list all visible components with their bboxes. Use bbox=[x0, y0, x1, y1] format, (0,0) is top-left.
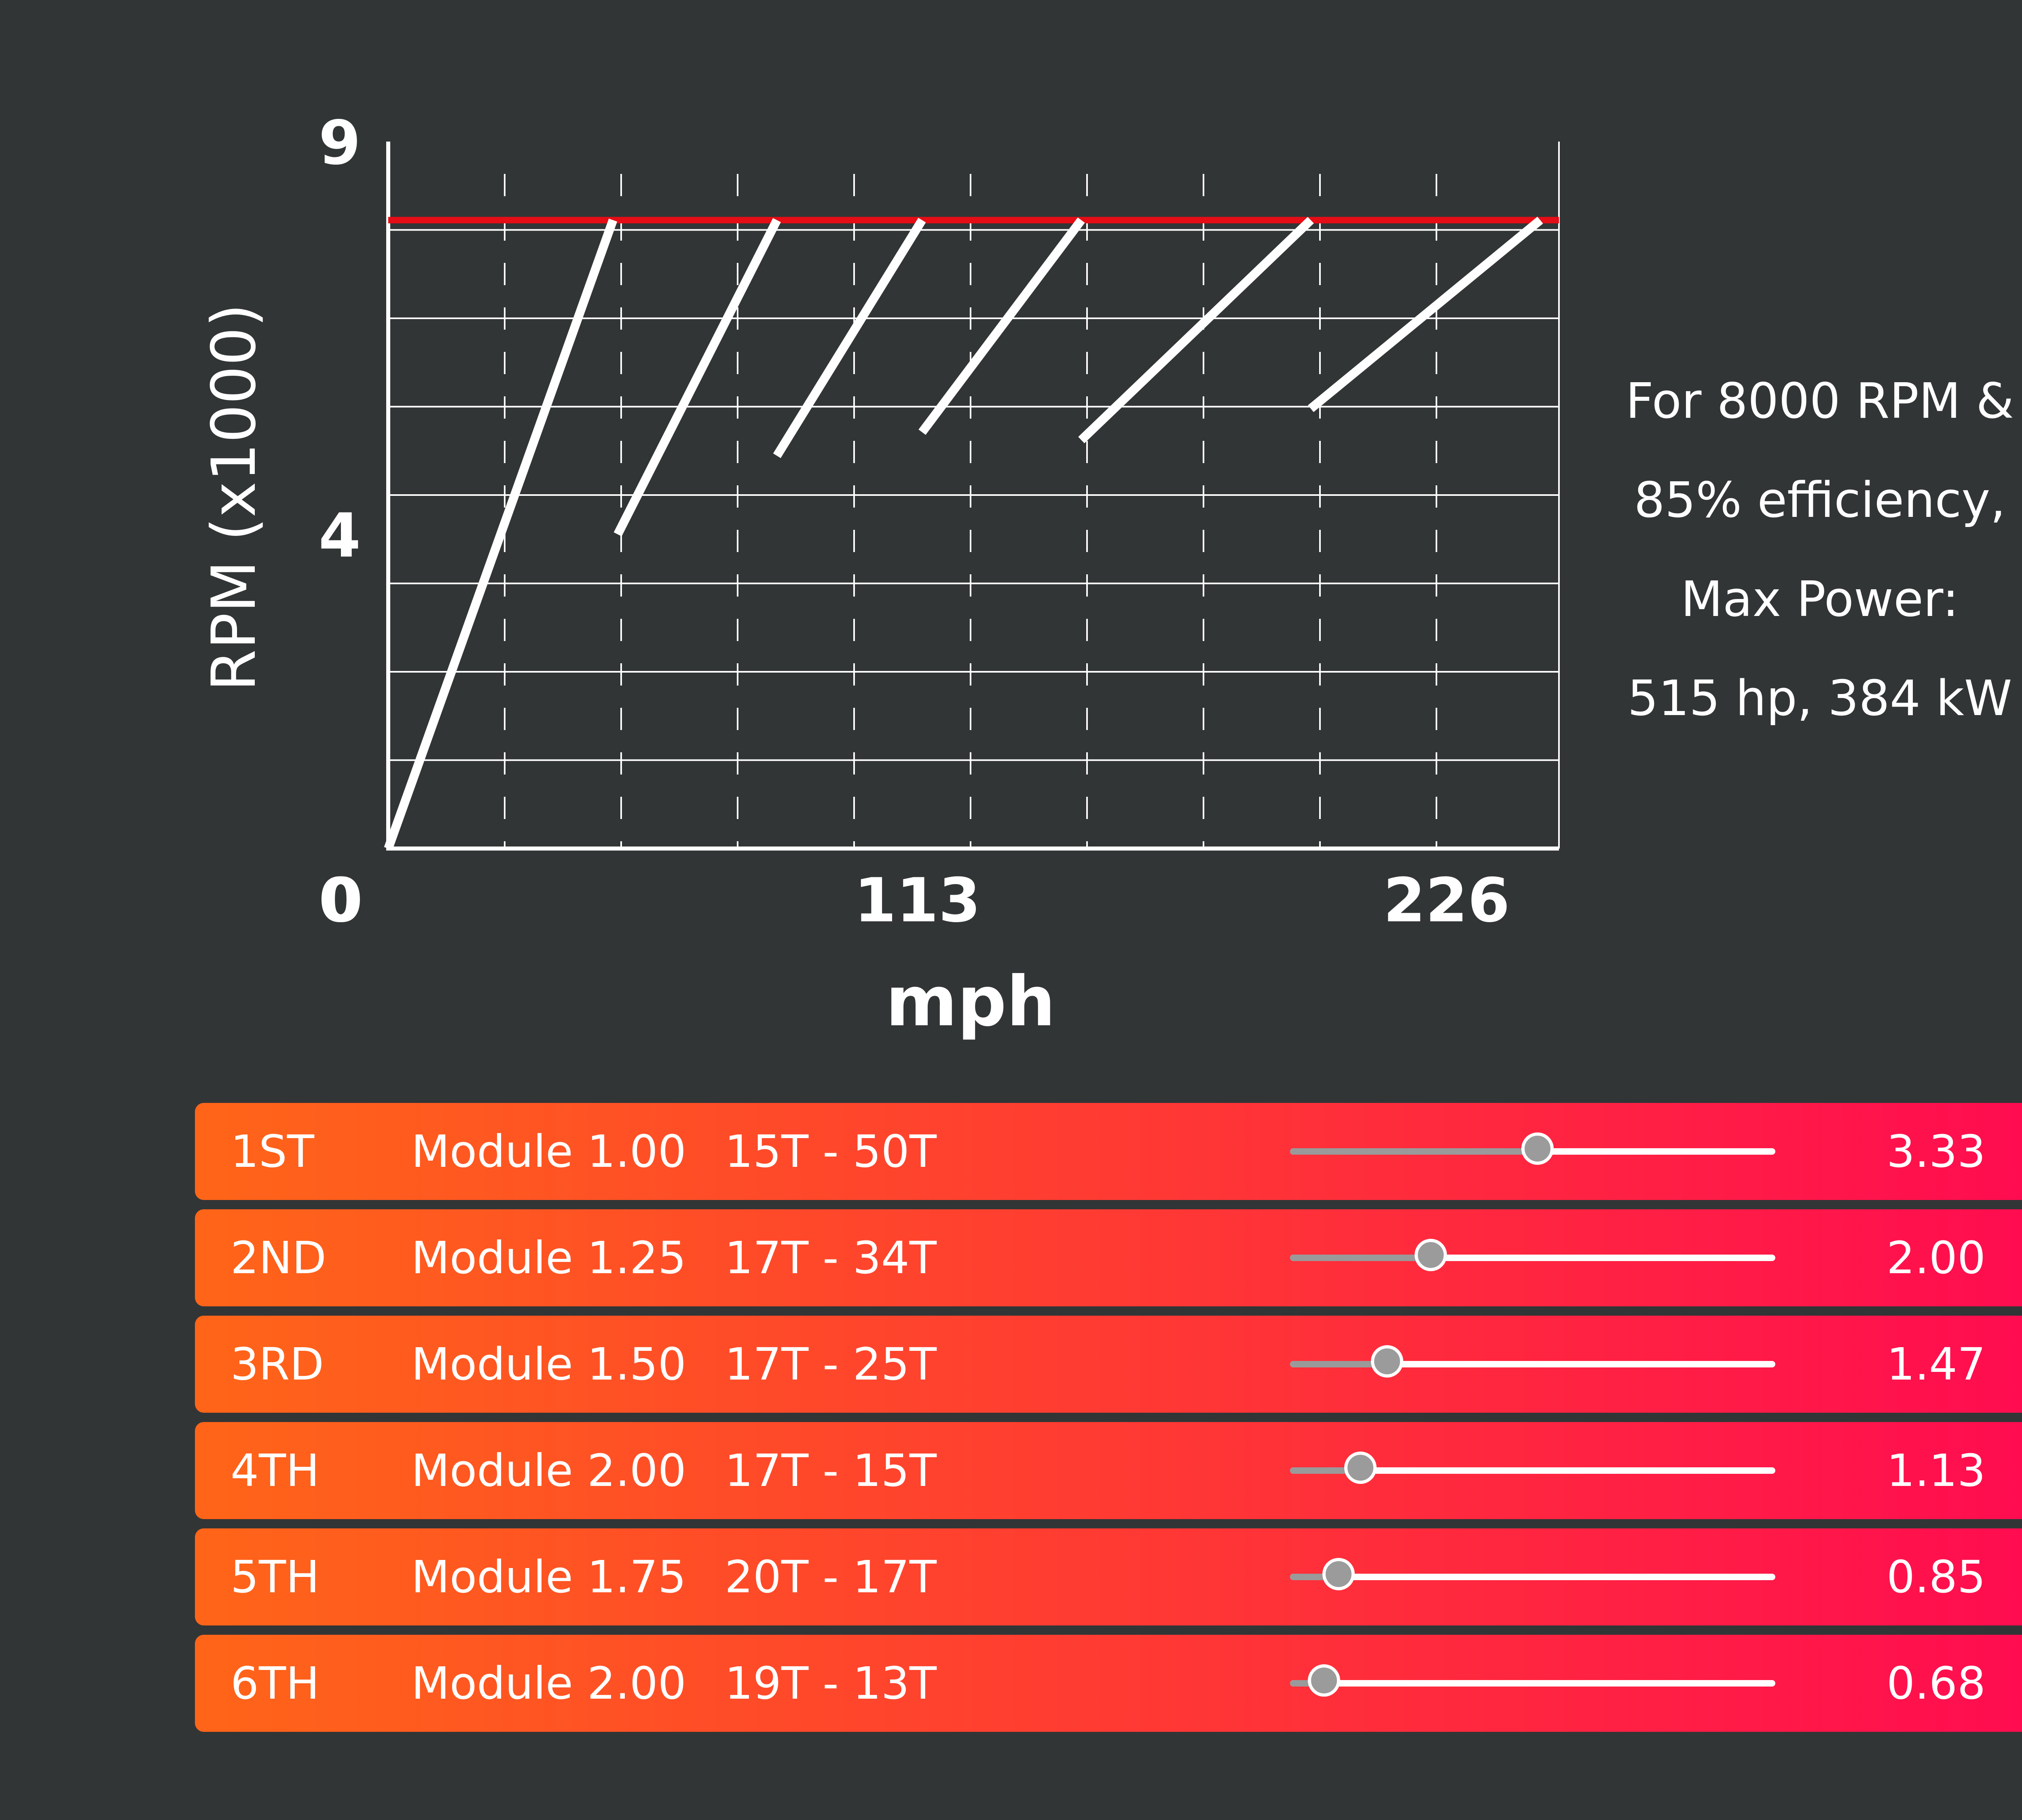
slider-fill bbox=[1290, 1255, 1431, 1261]
gear-name: 2ND bbox=[231, 1232, 326, 1284]
gear-name: 4TH bbox=[231, 1445, 319, 1496]
gear-line-4 bbox=[918, 217, 1085, 435]
gear-ratio-slider[interactable] bbox=[1290, 1345, 1775, 1378]
gear-ratio-slider[interactable] bbox=[1290, 1558, 1775, 1590]
y-axis-title: RPM (x1000) bbox=[199, 303, 269, 691]
gear-row-1st: 1ST Module 1.00 15T - 50T 3.33 bbox=[195, 1103, 2022, 1200]
gear-ratio-value: 1.13 bbox=[1887, 1445, 1986, 1496]
info-line-4: 515 hp, 384 kW bbox=[1627, 671, 2012, 727]
slider-thumb[interactable] bbox=[1521, 1132, 1554, 1165]
gear-ratio-value: 1.47 bbox=[1887, 1338, 1986, 1390]
slider-thumb[interactable] bbox=[1371, 1345, 1403, 1378]
gear-line-2 bbox=[613, 218, 781, 537]
slider-thumb[interactable] bbox=[1308, 1664, 1340, 1697]
info-line-3: Max Power: bbox=[1681, 571, 1959, 628]
gear-teeth: 17T - 15T bbox=[725, 1445, 937, 1496]
slider-track[interactable] bbox=[1290, 1574, 1775, 1580]
gear-ratio-slider[interactable] bbox=[1290, 1132, 1775, 1165]
gear-teeth: 17T - 25T bbox=[725, 1338, 937, 1390]
gear-line-3 bbox=[773, 218, 926, 458]
gear-line-6 bbox=[1308, 216, 1543, 412]
gear-name: 5TH bbox=[231, 1551, 319, 1603]
gear-teeth: 19T - 13T bbox=[725, 1657, 937, 1709]
gear-ratio-slider[interactable] bbox=[1290, 1664, 1775, 1697]
gear-teeth: 17T - 34T bbox=[725, 1232, 937, 1284]
gear-module: Module 1.50 bbox=[411, 1338, 686, 1390]
power-info: For 8000 RPM & 85% efficiency, Max Power… bbox=[1577, 352, 2022, 748]
info-line-2: 85% efficiency, bbox=[1634, 472, 2006, 529]
gear-module: Module 2.00 bbox=[411, 1445, 686, 1496]
gear-teeth: 15T - 50T bbox=[725, 1126, 937, 1177]
gear-ratio-slider[interactable] bbox=[1290, 1239, 1775, 1271]
x-axis-title: mph bbox=[886, 962, 1055, 1042]
gear-module: Module 1.00 bbox=[411, 1126, 686, 1177]
slider-track[interactable] bbox=[1290, 1680, 1775, 1687]
gear-row-6th: 6TH Module 2.00 19T - 13T 0.68 bbox=[195, 1635, 2022, 1732]
gear-line-1 bbox=[384, 218, 618, 850]
gear-ratio-slider[interactable] bbox=[1290, 1452, 1775, 1484]
gear-name: 3RD bbox=[231, 1338, 324, 1390]
gear-name: 6TH bbox=[231, 1657, 319, 1709]
info-line-1: For 8000 RPM & bbox=[1625, 373, 2014, 430]
slider-track[interactable] bbox=[1290, 1361, 1775, 1367]
y-tick-label: 9 bbox=[319, 108, 361, 178]
gear-row-3rd: 3RD Module 1.50 17T - 25T 1.47 bbox=[195, 1316, 2022, 1413]
gear-module: Module 1.25 bbox=[411, 1232, 686, 1284]
y-tick-label: 4 bbox=[319, 501, 361, 571]
x-tick-label: 226 bbox=[1383, 866, 1510, 936]
x-tick-label: 113 bbox=[854, 866, 981, 936]
gear-module: Module 2.00 bbox=[411, 1657, 686, 1709]
gear-list: 1ST Module 1.00 15T - 50T 3.33 2ND Modul… bbox=[195, 1103, 2022, 1741]
slider-thumb[interactable] bbox=[1322, 1558, 1355, 1590]
gear-module: Module 1.75 bbox=[411, 1551, 686, 1603]
slider-thumb[interactable] bbox=[1415, 1239, 1447, 1271]
gear-ratio-value: 0.68 bbox=[1887, 1657, 1986, 1709]
gear-name: 1ST bbox=[231, 1126, 315, 1177]
gear-row-5th: 5TH Module 1.75 20T - 17T 0.85 bbox=[195, 1528, 2022, 1625]
gear-row-2nd: 2ND Module 1.25 17T - 34T 2.00 bbox=[195, 1209, 2022, 1306]
gear-ratio-value: 3.33 bbox=[1887, 1126, 1986, 1177]
gear-ratio-value: 0.85 bbox=[1887, 1551, 1986, 1603]
slider-fill bbox=[1290, 1148, 1538, 1155]
gear-teeth: 20T - 17T bbox=[725, 1551, 937, 1603]
slider-track[interactable] bbox=[1290, 1467, 1775, 1474]
gear-ratio-value: 2.00 bbox=[1887, 1232, 1986, 1284]
slider-fill bbox=[1290, 1361, 1387, 1367]
x-tick-label: 0 bbox=[321, 866, 363, 936]
slider-fill bbox=[1290, 1467, 1360, 1474]
y-tick-label: 0 bbox=[319, 866, 361, 936]
slider-thumb[interactable] bbox=[1344, 1452, 1377, 1484]
gear-line-5 bbox=[1078, 217, 1314, 443]
gear-row-4th: 4TH Module 2.00 17T - 15T 1.13 bbox=[195, 1422, 2022, 1519]
